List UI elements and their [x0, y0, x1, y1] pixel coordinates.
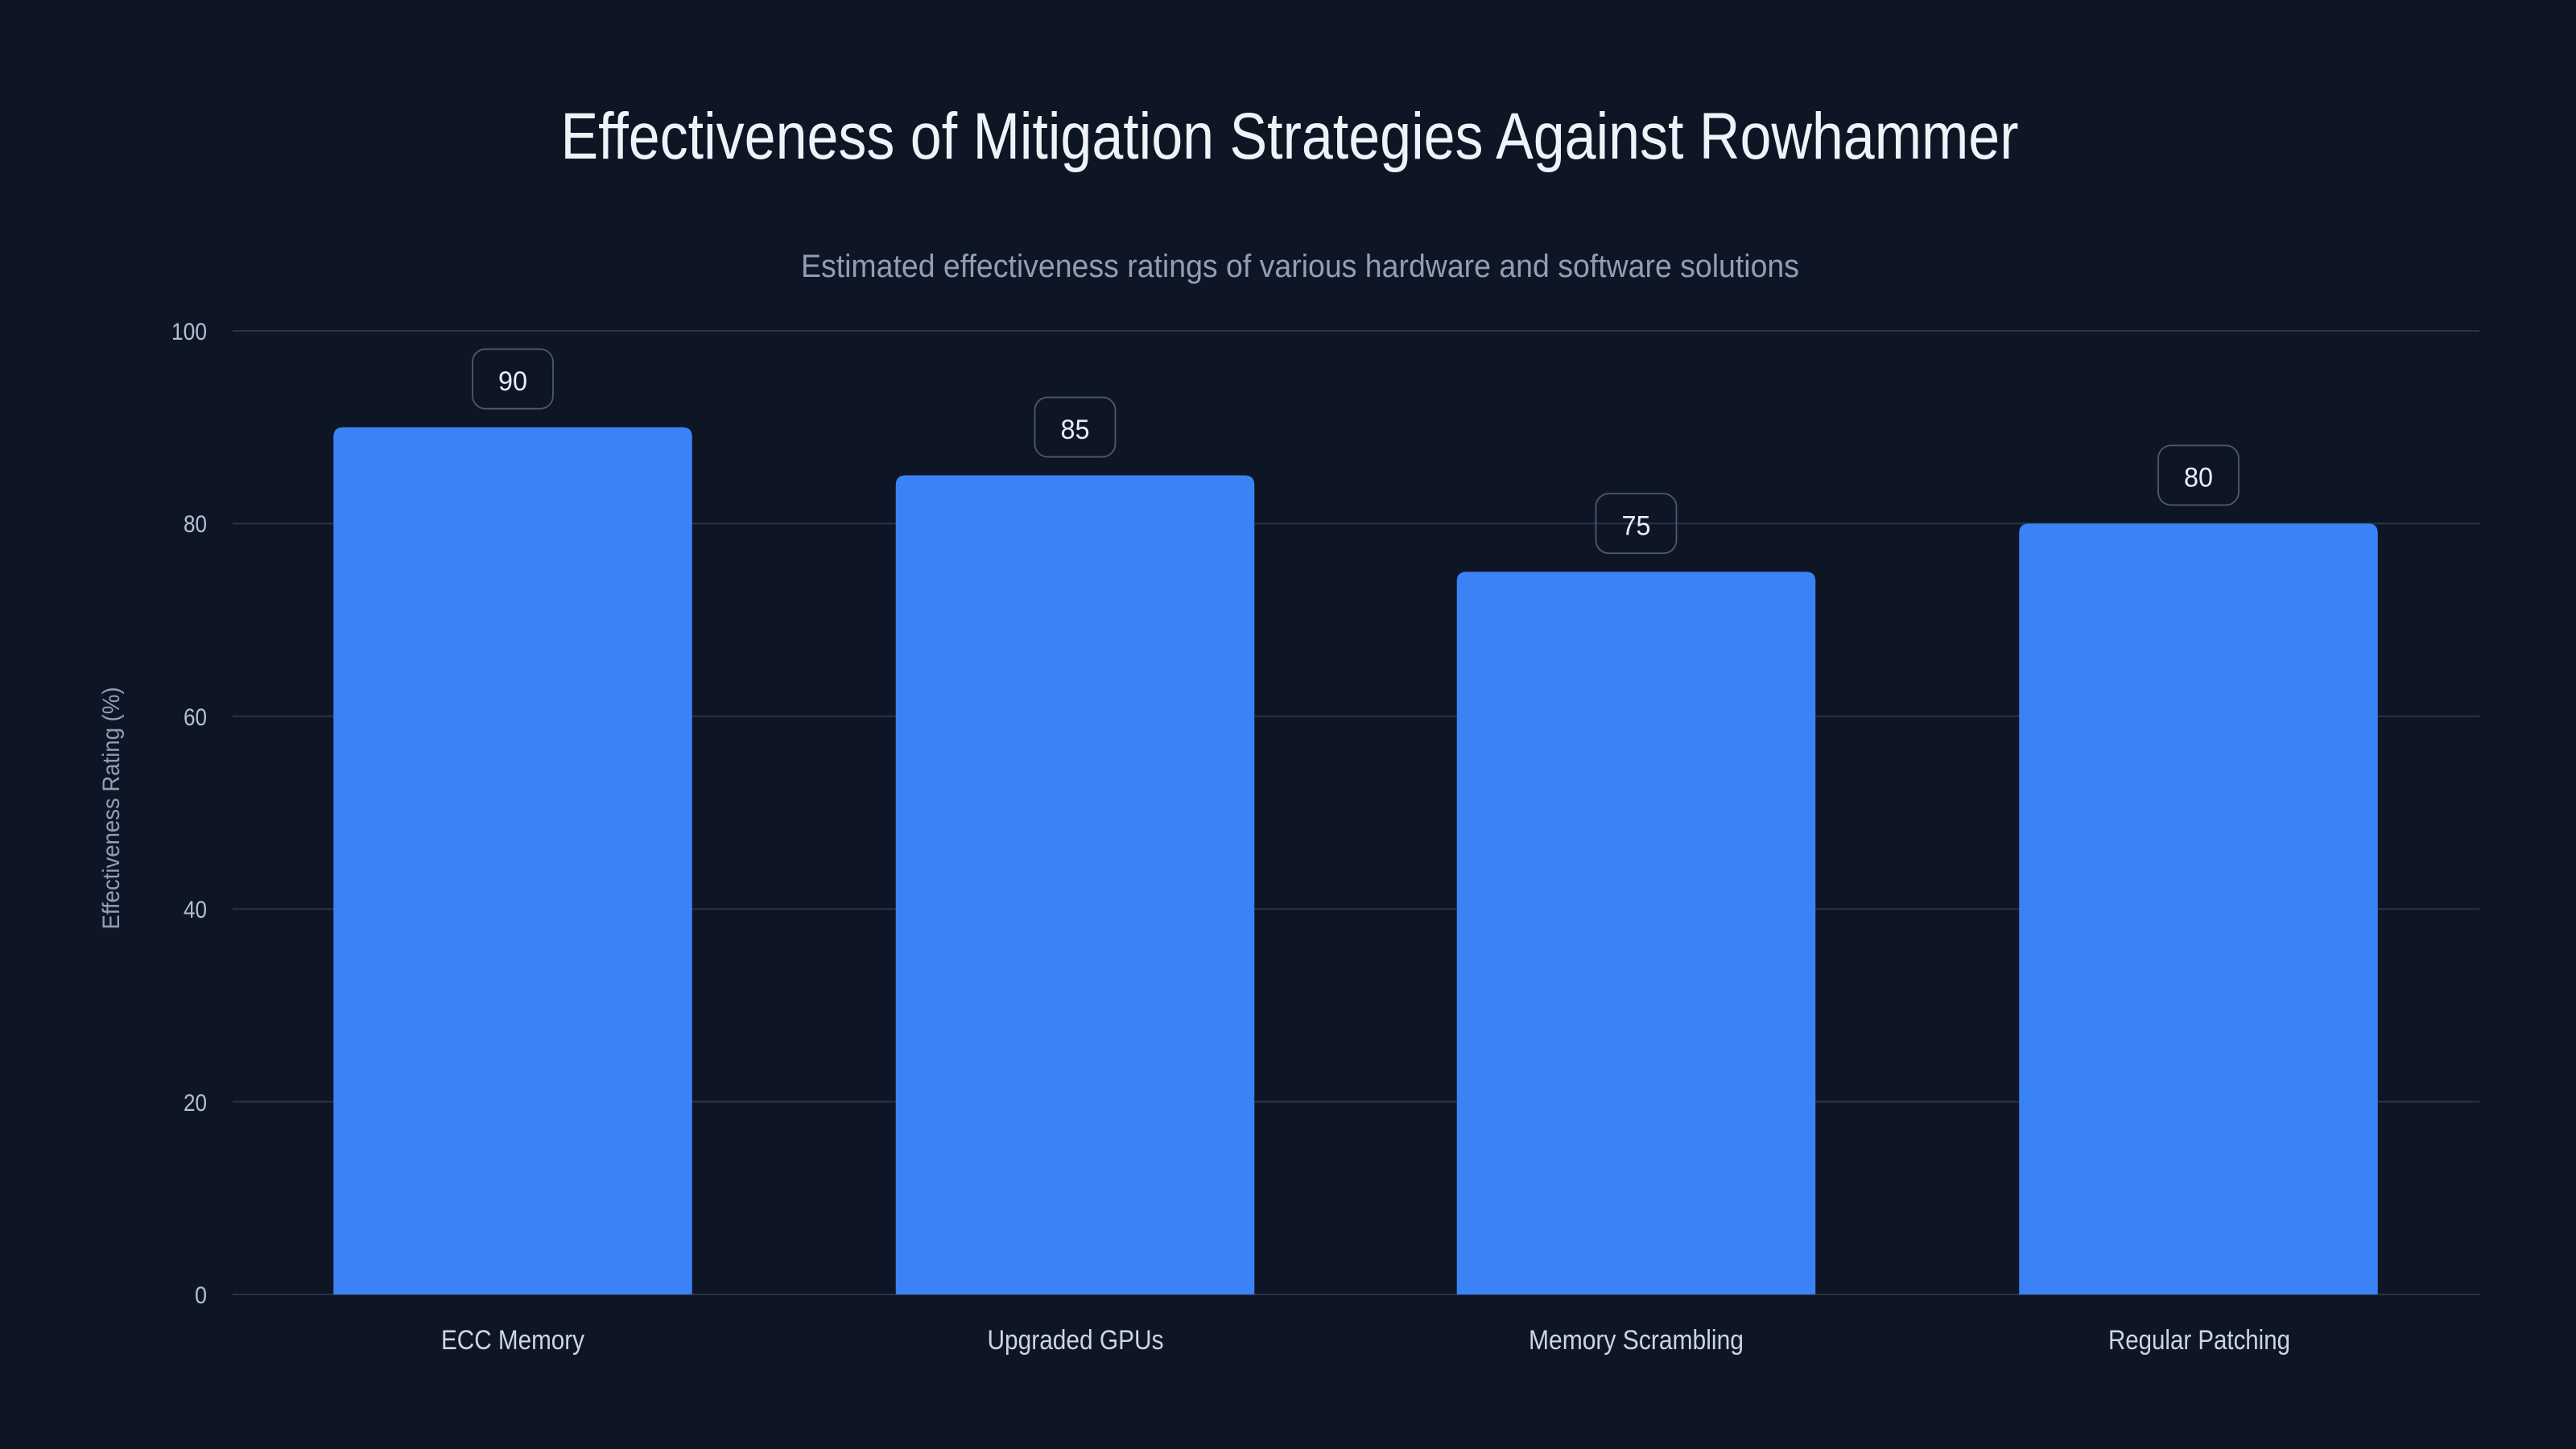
svg-text:ECC Memory: ECC Memory [441, 1325, 584, 1356]
svg-text:Memory Scrambling: Memory Scrambling [1529, 1325, 1744, 1356]
svg-text:40: 40 [184, 897, 207, 923]
svg-text:80: 80 [184, 511, 207, 538]
svg-text:85: 85 [1061, 415, 1090, 445]
svg-text:80: 80 [2184, 463, 2213, 493]
svg-text:75: 75 [1622, 511, 1651, 542]
svg-text:Estimated effectiveness rating: Estimated effectiveness ratings of vario… [801, 249, 1799, 284]
svg-text:0: 0 [195, 1282, 207, 1309]
svg-text:Regular Patching: Regular Patching [2108, 1325, 2290, 1356]
svg-text:Effectiveness of Mitigation St: Effectiveness of Mitigation Strategies A… [561, 100, 2019, 173]
svg-text:100: 100 [171, 319, 207, 345]
svg-text:90: 90 [498, 366, 527, 397]
svg-text:Effectiveness Rating (%): Effectiveness Rating (%) [98, 687, 125, 930]
svg-text:20: 20 [184, 1090, 207, 1117]
svg-text:60: 60 [184, 704, 207, 731]
svg-text:Upgraded GPUs: Upgraded GPUs [988, 1325, 1164, 1356]
